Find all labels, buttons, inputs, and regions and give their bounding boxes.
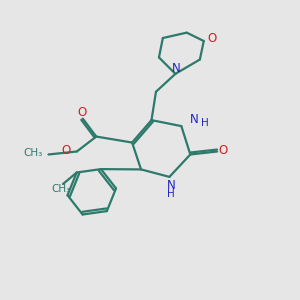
- Text: O: O: [208, 32, 217, 44]
- Text: CH₃: CH₃: [23, 148, 43, 158]
- Text: N: N: [172, 62, 180, 75]
- Text: CH₃: CH₃: [52, 184, 71, 194]
- Text: O: O: [218, 144, 227, 158]
- Text: O: O: [78, 106, 87, 119]
- Text: H: H: [167, 189, 175, 199]
- Text: N: N: [167, 179, 175, 192]
- Text: H: H: [201, 118, 209, 128]
- Text: O: O: [61, 144, 70, 157]
- Text: N: N: [190, 113, 199, 126]
